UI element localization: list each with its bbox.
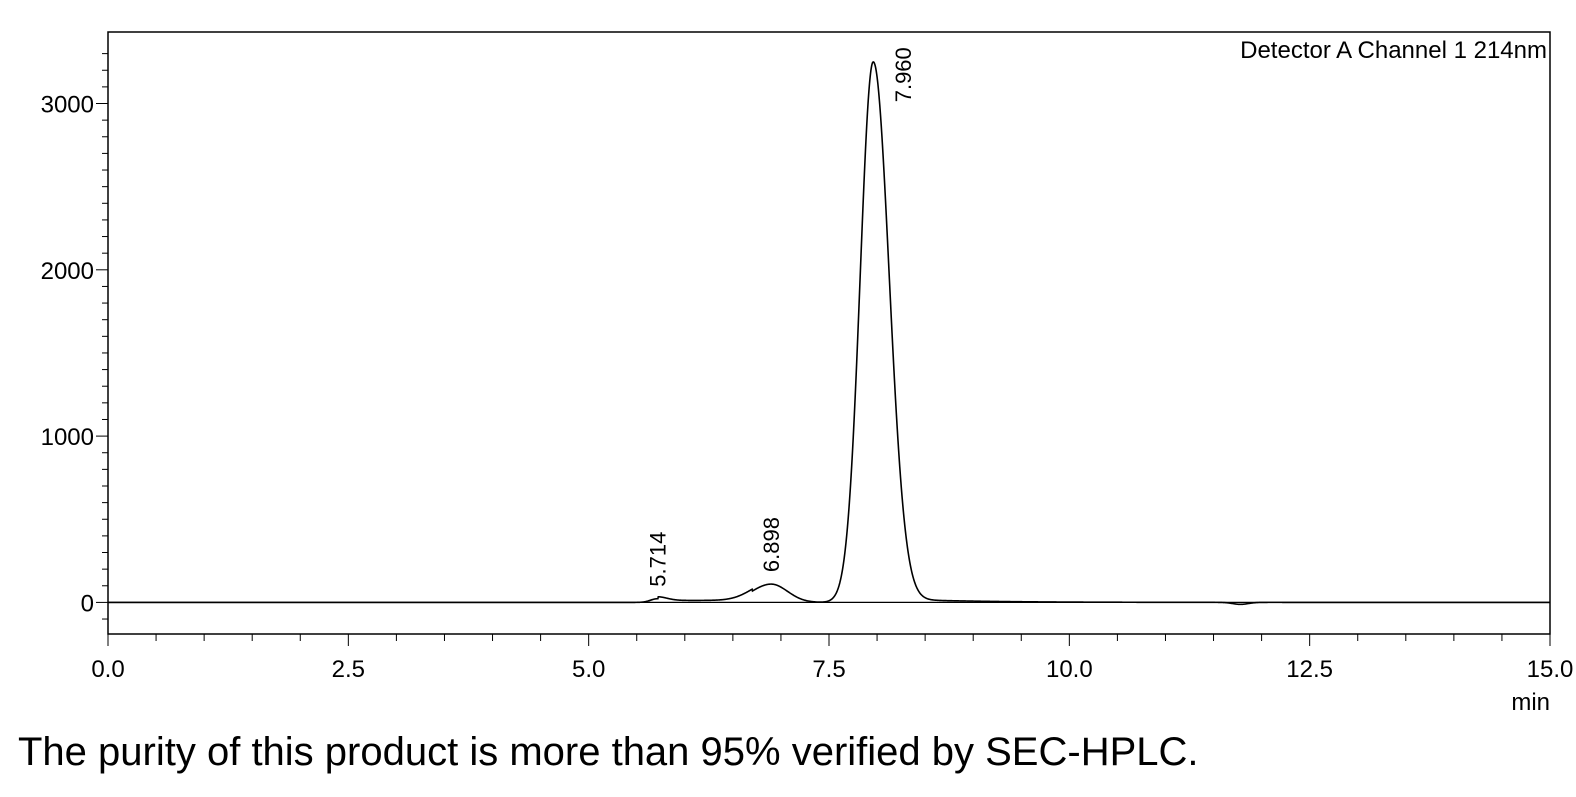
peak-labels: 5.714 6.898 7.960 bbox=[645, 47, 916, 587]
plot-frame bbox=[107, 31, 1551, 635]
y-axis: 0 1000 2000 3000 bbox=[41, 53, 108, 620]
peak-label: 6.898 bbox=[759, 517, 784, 572]
x-tick-label: 2.5 bbox=[332, 656, 365, 683]
chromatogram-trace bbox=[108, 61, 1550, 606]
x-tick-label: 12.5 bbox=[1286, 656, 1333, 683]
chromatogram-chart: 0 1000 2000 3000 0.0 2.5 5.0 7.5 10.0 12.5 15.0 5… bbox=[41, 31, 1573, 716]
y-tick-label: 3000 bbox=[41, 92, 94, 119]
x-tick-label: 15.0 bbox=[1527, 656, 1574, 683]
x-tick-label: 5.0 bbox=[572, 656, 605, 683]
purity-caption: The purity of this product is more than … bbox=[18, 730, 1199, 774]
peak-label: 7.960 bbox=[891, 47, 916, 102]
x-tick-label: 0.0 bbox=[91, 656, 124, 683]
x-axis-unit-label: min bbox=[1511, 689, 1550, 716]
y-tick-label: 0 bbox=[81, 590, 94, 617]
detector-legend: Detector A Channel 1 214nm bbox=[1240, 37, 1547, 64]
x-axis: 0.0 2.5 5.0 7.5 10.0 12.5 15.0 bbox=[91, 634, 1573, 683]
x-tick-label: 10.0 bbox=[1046, 656, 1093, 683]
x-tick-label: 7.5 bbox=[812, 656, 845, 683]
peak-label: 5.714 bbox=[645, 532, 670, 587]
y-tick-label: 2000 bbox=[41, 258, 94, 285]
y-tick-label: 1000 bbox=[41, 424, 94, 451]
